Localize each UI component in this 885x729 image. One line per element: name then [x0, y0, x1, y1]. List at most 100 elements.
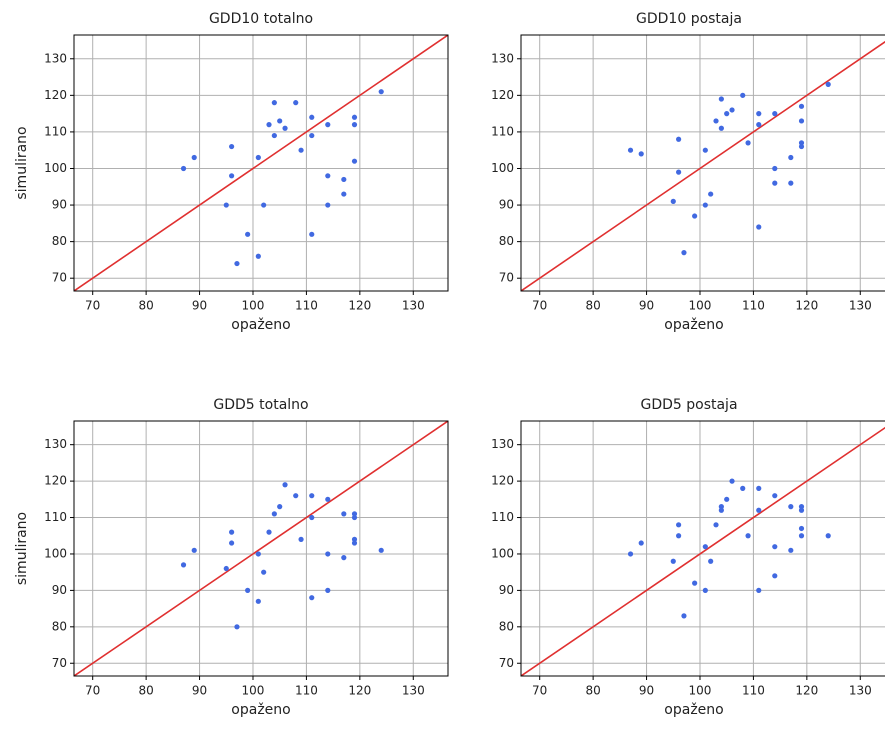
point: [325, 122, 331, 128]
point: [325, 496, 331, 502]
point: [282, 482, 288, 488]
point: [825, 533, 831, 539]
y-tick-label: 120: [44, 88, 67, 102]
point: [718, 504, 724, 510]
point: [745, 140, 751, 146]
point: [740, 485, 746, 491]
y-tick-label: 70: [52, 656, 67, 670]
point: [266, 529, 272, 535]
point: [745, 533, 751, 539]
y-tick-label: 70: [52, 271, 67, 285]
point: [676, 522, 682, 528]
point: [788, 504, 794, 510]
point: [676, 533, 682, 539]
point: [756, 485, 762, 491]
x-tick-label: 130: [849, 684, 872, 698]
y-tick-label: 110: [44, 124, 67, 138]
point: [798, 525, 805, 532]
point: [180, 562, 187, 568]
point: [724, 496, 730, 502]
point: [670, 198, 676, 204]
point: [378, 547, 384, 553]
subplot: 70 80 90 100 110 120 130 70 80 90 100 110 120 130 GDD5…: [14, 397, 449, 718]
point: [180, 165, 187, 172]
point: [713, 522, 719, 528]
point: [309, 493, 315, 499]
y-tick-label: 80: [499, 619, 514, 633]
x-tick-label: 90: [192, 299, 207, 313]
x-tick-label: 110: [742, 299, 765, 313]
point: [772, 544, 778, 550]
subplot: 70 80 90 100 110 120 130 70 80 90 100 110 120 130 GDD5…: [491, 397, 885, 718]
y-tick-label: 80: [52, 234, 67, 248]
point: [378, 89, 384, 95]
reference-line: [74, 421, 448, 676]
x-tick-label: 120: [348, 684, 371, 698]
point: [293, 493, 299, 499]
point: [756, 587, 762, 593]
axes-frame: [73, 420, 449, 677]
point: [724, 111, 730, 117]
point: [351, 536, 358, 542]
x-tick-label: 100: [689, 299, 712, 313]
y-tick-label: 110: [491, 510, 514, 524]
point: [341, 191, 347, 197]
point: [245, 587, 251, 593]
x-tick-label: 80: [585, 684, 600, 698]
y-tick-label: 120: [491, 474, 514, 488]
point: [702, 587, 708, 593]
point: [718, 125, 724, 131]
plot-area: [521, 421, 885, 676]
y-tick-label: 110: [44, 510, 67, 524]
point: [729, 478, 735, 484]
chart-title: GDD5 totalno: [213, 397, 308, 413]
point: [266, 122, 272, 128]
point: [692, 580, 698, 586]
x-axis-label: opaženo: [664, 317, 723, 333]
point: [718, 96, 724, 102]
point: [708, 558, 714, 564]
x-tick-label: 80: [138, 299, 153, 313]
point: [223, 202, 229, 208]
point: [825, 81, 831, 87]
point: [282, 125, 288, 131]
point: [298, 536, 304, 542]
x-axis-label: opaženo: [231, 702, 290, 718]
point: [681, 613, 687, 619]
x-tick-label: 70: [85, 684, 100, 698]
point: [309, 231, 315, 237]
point: [670, 558, 676, 564]
point: [271, 511, 277, 517]
x-tick-label: 130: [849, 299, 872, 313]
point: [234, 624, 240, 630]
point: [702, 202, 708, 208]
point: [676, 169, 682, 175]
point: [341, 176, 347, 183]
x-tick-label: 130: [402, 299, 425, 313]
point: [772, 493, 778, 499]
point: [309, 132, 315, 139]
point: [245, 231, 251, 237]
x-tick-label: 70: [532, 299, 547, 313]
y-tick-label: 90: [499, 198, 514, 212]
y-tick-label: 80: [52, 619, 67, 633]
point: [255, 598, 261, 604]
axes-frame: [520, 34, 885, 292]
x-tick-label: 70: [532, 684, 547, 698]
axes-frame: [73, 34, 449, 292]
x-tick-label: 110: [295, 299, 318, 313]
y-tick-label: 100: [44, 161, 67, 175]
point: [271, 100, 277, 106]
x-tick-label: 100: [242, 299, 265, 313]
plot-area: [74, 35, 448, 291]
y-tick-label: 130: [44, 51, 67, 65]
y-tick-label: 110: [491, 124, 514, 138]
point: [255, 551, 261, 557]
point: [638, 151, 644, 157]
axes-frame: [520, 420, 885, 677]
x-tick-label: 130: [402, 684, 425, 698]
point: [325, 202, 331, 208]
point: [351, 122, 358, 128]
point: [351, 114, 358, 120]
